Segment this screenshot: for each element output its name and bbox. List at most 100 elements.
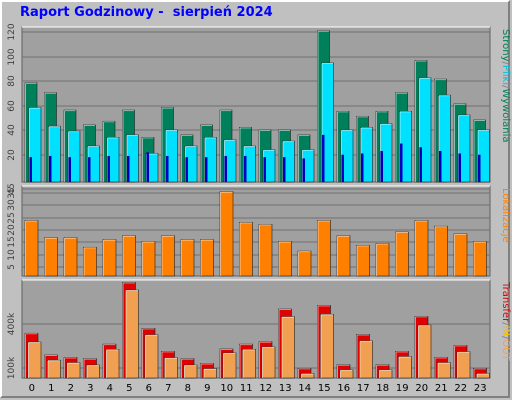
x-tick-label: 10 <box>220 383 233 394</box>
y-tick-label: 35 <box>7 187 17 198</box>
bar-transfer-out <box>476 373 490 379</box>
bar-transfer-out <box>164 357 178 379</box>
x-tick-label: 8 <box>185 383 191 394</box>
bar-transfer-out <box>456 351 471 379</box>
bar-lokalizacje <box>375 243 390 277</box>
y-tick-label: 10 <box>7 249 17 261</box>
x-tick-label: 15 <box>318 383 331 394</box>
bar-transfer-out <box>47 359 61 379</box>
bar-wywolania <box>419 147 422 182</box>
bar-transfer-out <box>203 368 217 379</box>
bar-lokalizacje <box>356 245 370 277</box>
bar-wywolania <box>263 157 266 182</box>
y-tick-label: 100 <box>7 48 17 65</box>
y-tick-label: 100k <box>7 356 17 379</box>
bar-lokalizacje <box>44 237 58 277</box>
x-tick-label: 3 <box>87 383 93 394</box>
bar-wywolania <box>224 155 227 182</box>
x-tick-label: 1 <box>48 383 54 394</box>
bar-lokalizacje <box>434 225 448 277</box>
x-tick-label: 14 <box>298 383 311 394</box>
x-tick-label: 4 <box>107 383 113 394</box>
y-tick-label: 40 <box>7 124 17 136</box>
bar-wywolania <box>322 134 325 182</box>
bar-transfer-out <box>144 334 159 379</box>
bar-lokalizacje <box>141 241 156 277</box>
bar-wywolania <box>439 151 442 182</box>
bar-transfer-out <box>417 324 432 379</box>
x-tick-label: 19 <box>396 383 409 394</box>
bar-wywolania <box>49 155 52 182</box>
x-tick-label: 6 <box>146 383 152 394</box>
bar-lokalizacje <box>336 235 351 277</box>
bar-transfer-out <box>437 362 451 379</box>
y-tick-label: 45 <box>7 183 17 194</box>
bar-transfer-out <box>105 349 120 379</box>
bar-wywolania <box>166 155 169 182</box>
bar-wywolania <box>127 155 130 182</box>
bar-lokalizacje <box>83 246 97 277</box>
panel-transfer: 100k 400k Transfer/IN/OUT <box>7 279 511 379</box>
y-tick-label: 20 <box>7 224 17 236</box>
bar-transfer-out <box>261 346 276 379</box>
bar-lokalizacje <box>414 220 429 277</box>
bar-transfer-out <box>359 340 373 379</box>
bar-wywolania <box>302 158 305 182</box>
bar-transfer-out <box>27 341 42 379</box>
bar-transfer-out <box>86 364 100 379</box>
report-title: Raport Godzinowy - sierpień 2024 <box>20 5 273 20</box>
bar-wywolania <box>283 157 286 182</box>
bar-wywolania <box>88 157 91 182</box>
bar-transfer-out <box>222 352 237 379</box>
bar-wywolania <box>458 153 461 182</box>
panel-hits: 20 40 60 80 100 120 Strony/Pliki/Wywolania <box>7 23 511 183</box>
x-tick-label: 7 <box>165 383 171 394</box>
bar-transfer-out <box>320 313 334 379</box>
bar-lokalizacje <box>161 235 175 277</box>
bar-wywolania <box>146 152 149 182</box>
y-tick-label: 60 <box>7 100 17 112</box>
bar-lokalizacje <box>317 220 331 277</box>
plot-area <box>21 279 491 379</box>
x-tick-label: 11 <box>240 383 253 394</box>
y-tick-label: 15 <box>7 236 17 247</box>
bar-lokalizacje <box>122 235 136 277</box>
y-tick-label: 120 <box>7 23 17 40</box>
bar-transfer-out <box>242 349 256 379</box>
bar-lokalizacje <box>200 239 214 277</box>
x-tick-label: 20 <box>415 383 428 394</box>
bar-transfer-out <box>281 316 295 379</box>
bar-transfer-out <box>125 289 139 379</box>
bar-wywolania <box>478 154 481 182</box>
y-tick-label: 30 <box>7 199 17 211</box>
bar-wywolania <box>244 155 247 182</box>
y-tick-label: 20 <box>7 149 17 161</box>
x-tick-label: 13 <box>279 383 292 394</box>
x-tick-label: 22 <box>454 383 467 394</box>
bar-wywolania <box>68 157 71 182</box>
bar-lokalizacje <box>180 239 195 277</box>
x-tick-label: 0 <box>29 383 35 394</box>
bar-lokalizacje <box>239 222 253 277</box>
bar-wywolania <box>205 157 208 182</box>
x-tick-label: 23 <box>474 383 487 394</box>
x-tick-label: 5 <box>126 383 132 394</box>
side-label-locations: Lokalizacje <box>500 188 511 243</box>
plot-area <box>21 26 491 183</box>
bar-lokalizacje <box>453 233 468 277</box>
bar-lokalizacje <box>63 237 78 277</box>
bar-wywolania <box>400 143 403 182</box>
bar-transfer-out <box>339 369 354 379</box>
bar-transfer-out <box>66 362 81 379</box>
bar-lokalizacje <box>102 239 117 277</box>
x-tick-label: 2 <box>68 383 74 394</box>
side-label-hits: Strony/Pliki/Wywolania <box>500 29 511 143</box>
bar-transfer-out <box>378 369 393 379</box>
x-tick-label: 12 <box>259 383 272 394</box>
bar-wywolania <box>341 154 344 182</box>
y-tick-label: 400k <box>7 312 17 335</box>
bar-wywolania <box>380 151 383 182</box>
bar-transfer-out <box>183 364 198 379</box>
